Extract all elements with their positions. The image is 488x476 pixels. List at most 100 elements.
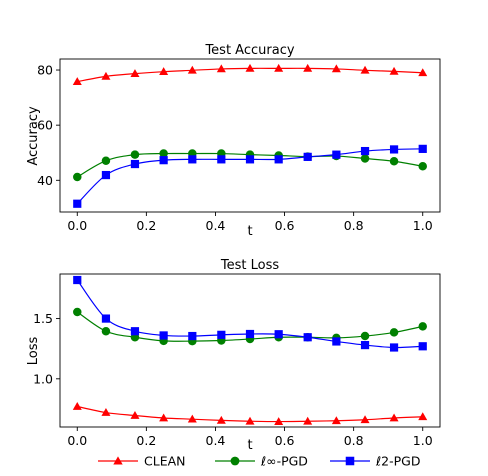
data-point	[389, 413, 399, 422]
legend-label: ℓ2-PGD	[375, 454, 420, 469]
accuracy-panel: Test Accuracy 0.0 0.2 0.4 0.6 0.8 1.0 406080 …	[26, 43, 441, 239]
x-tick-label: 0.0	[67, 218, 87, 233]
data-point	[101, 408, 111, 416]
data-point	[187, 65, 197, 74]
data-point	[188, 331, 197, 341]
data-point	[73, 275, 82, 285]
y-tick-label: 80	[37, 63, 53, 78]
legend-item: ℓ∞-PGD	[215, 454, 308, 469]
accuracy-title: Test Accuracy	[204, 43, 294, 58]
loss-series	[72, 275, 428, 425]
legend-marker	[113, 456, 123, 465]
data-point	[101, 170, 111, 180]
data-point	[389, 343, 399, 352]
x-tick-label: 0.6	[275, 433, 295, 448]
y-tick-label: 60	[37, 118, 53, 133]
data-point	[303, 63, 313, 72]
accuracy-y-axis-label: Accuracy	[26, 106, 41, 166]
data-point	[101, 326, 111, 336]
data-point	[418, 322, 427, 331]
series-2	[73, 275, 427, 352]
data-point	[303, 416, 313, 425]
data-point	[274, 330, 283, 339]
data-point	[101, 71, 111, 80]
loss-x-axis-label: t	[247, 438, 252, 453]
data-point	[245, 416, 255, 425]
legend-marker	[345, 456, 355, 466]
series-1	[73, 307, 427, 346]
data-point	[217, 155, 226, 164]
data-point	[360, 415, 370, 424]
series-2	[73, 144, 427, 208]
loss-title: Test Loss	[220, 258, 279, 273]
data-point	[245, 63, 255, 72]
data-point	[188, 155, 197, 164]
data-point	[360, 146, 370, 156]
data-point	[418, 342, 427, 351]
data-point	[360, 65, 370, 74]
series-1	[73, 149, 427, 182]
x-tick-label: 0.8	[344, 433, 364, 448]
x-tick-label: 0.8	[344, 218, 364, 233]
data-point	[130, 159, 140, 169]
data-point	[418, 68, 428, 77]
accuracy-x-axis-label: t	[247, 224, 252, 239]
data-point	[73, 172, 82, 182]
loss-y-ticks: 1.0 1.5	[33, 311, 60, 386]
data-point	[130, 327, 140, 336]
data-point	[159, 331, 168, 340]
data-point	[159, 156, 168, 165]
data-point	[360, 340, 370, 350]
data-point	[274, 155, 283, 164]
loss-plot-frame	[59, 273, 441, 428]
legend-item: ℓ2-PGD	[330, 454, 420, 469]
y-tick-label: 1.0	[33, 371, 53, 386]
legend-marker	[230, 456, 240, 466]
data-point	[389, 157, 399, 166]
data-point	[332, 150, 341, 159]
data-point	[130, 411, 140, 419]
x-tick-label: 0.4	[206, 218, 226, 233]
loss-x-ticks: 0.0 0.2 0.4 0.6 0.8 1.0	[67, 427, 433, 448]
accuracy-y-ticks: 40 60 80	[37, 63, 60, 188]
data-point	[72, 402, 82, 410]
data-point	[331, 416, 341, 425]
accuracy-x-ticks: 0.0 0.2 0.4 0.6 0.8 1.0	[67, 212, 433, 233]
x-tick-label: 0.2	[136, 218, 156, 233]
data-point	[216, 64, 226, 73]
legend: CLEAN ℓ∞-PGD ℓ2-PGD	[98, 454, 420, 469]
loss-panel: Test Loss 0.0 0.2 0.4 0.6 0.8 1.0 1.0 1.5 t Lo…	[26, 258, 441, 453]
data-point	[245, 155, 255, 164]
data-point	[389, 145, 399, 154]
data-point	[418, 412, 428, 421]
data-point	[245, 329, 255, 339]
data-point	[274, 417, 284, 425]
x-tick-label: 1.0	[413, 433, 433, 448]
data-point	[303, 333, 312, 342]
data-point	[130, 150, 140, 159]
data-point	[274, 63, 284, 72]
x-tick-label: 0.0	[67, 433, 87, 448]
data-point	[187, 414, 197, 423]
data-point	[389, 66, 399, 75]
data-point	[73, 307, 82, 317]
data-point	[159, 149, 168, 158]
y-tick-label: 40	[37, 173, 53, 188]
y-tick-label: 1.5	[33, 311, 53, 326]
data-point	[331, 64, 341, 73]
legend-label: CLEAN	[144, 454, 186, 469]
data-point	[418, 144, 427, 153]
data-point	[72, 77, 82, 85]
data-point	[217, 330, 226, 339]
data-point	[360, 154, 370, 163]
data-point	[303, 152, 312, 161]
x-tick-label: 1.0	[413, 218, 433, 233]
data-point	[101, 156, 111, 165]
data-point	[130, 69, 140, 77]
data-point	[332, 337, 341, 346]
x-tick-label: 0.2	[136, 433, 156, 448]
data-point	[389, 328, 399, 337]
data-point	[101, 314, 111, 323]
loss-y-axis-label: Loss	[26, 337, 41, 366]
